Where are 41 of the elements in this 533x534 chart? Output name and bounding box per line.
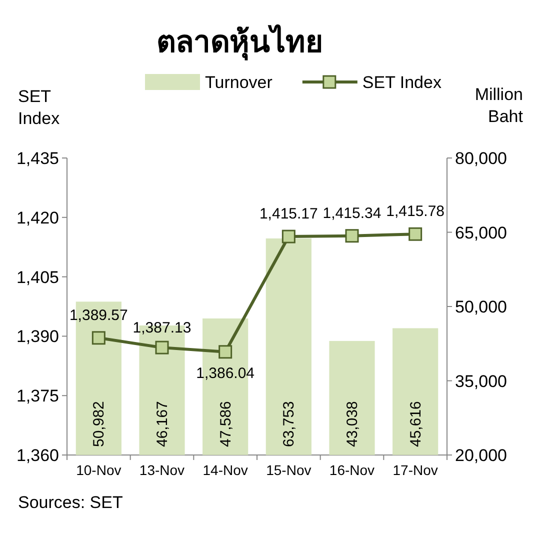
x-tick-label: 10-Nov: [76, 462, 122, 478]
data-label: 46,167: [154, 401, 171, 447]
y-tick-label: 1,420: [16, 208, 59, 228]
y2-axis-title: Million Baht: [474, 85, 524, 126]
point: [218, 345, 232, 359]
data-label: 43,038: [344, 401, 361, 447]
source-note: Sources: SET: [18, 493, 123, 512]
data-label: 1,415.17: [259, 206, 318, 223]
legend-label: Turnover: [205, 73, 273, 92]
y2-tick-label: 35,000: [455, 372, 507, 391]
data-label: 45,616: [407, 401, 424, 447]
y-tick-label: 1,405: [16, 268, 59, 287]
data-label: 1,386.04: [196, 364, 255, 382]
point: [345, 229, 359, 243]
x-tick-label: 16-Nov: [329, 462, 375, 478]
data-label: 1,389.57: [69, 306, 128, 324]
chart-title: ตลาดหุ้นไทย: [156, 24, 324, 61]
y-tick-label: 1,375: [16, 386, 59, 406]
y2-tick-label: 50,000: [455, 298, 507, 316]
data-label: 50,982: [90, 401, 108, 447]
y-tick-label: 1,435: [16, 149, 59, 168]
y-axis-title: SET Index: [18, 87, 60, 128]
x-tick-label: 13-Nov: [139, 462, 185, 478]
legend-label: SET Index: [362, 73, 442, 92]
data-label: 1,415.78: [386, 203, 445, 220]
x-tick-label: 17-Nov: [392, 462, 438, 478]
point: [282, 230, 296, 244]
y2-tick-label: 65,000: [455, 223, 507, 242]
x-tick-label: 14-Nov: [202, 462, 248, 478]
point: [92, 331, 106, 345]
data-label: 47,586: [217, 401, 234, 447]
data-label: 1,387.13: [132, 320, 192, 337]
x-tick-label: 15-Nov: [266, 462, 312, 478]
data-label: 1,415.34: [322, 204, 382, 222]
y-tick-label: 1,360: [16, 446, 59, 465]
point: [155, 340, 169, 354]
point: [408, 227, 422, 241]
y2-tick-label: 20,000: [455, 446, 507, 465]
y-tick-label: 1,390: [16, 327, 59, 346]
y2-tick-label: 80,000: [455, 149, 507, 168]
data-label: 63,753: [280, 401, 298, 447]
